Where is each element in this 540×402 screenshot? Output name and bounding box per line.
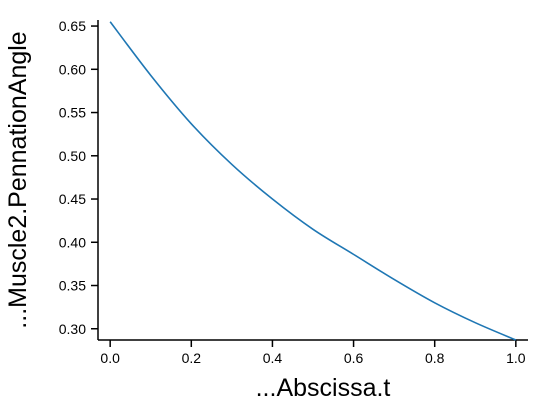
series [109, 21, 517, 341]
x-tick-label: 0.6 [344, 350, 364, 366]
y-tick-label: 0.55 [59, 105, 86, 121]
y-tick-label: 0.65 [59, 18, 86, 34]
x-tick-label: 1.0 [506, 350, 526, 366]
x-tick-label: 0.2 [182, 350, 202, 366]
x-tick-label: 0.0 [100, 350, 120, 366]
y-tick-label: 0.50 [59, 148, 86, 164]
x-axis-label: ...Abscissa.t [256, 374, 391, 402]
y-tick-label: 0.40 [59, 234, 86, 250]
axes [97, 20, 528, 341]
y-tick-label: 0.45 [59, 191, 86, 207]
y-tick-label: 0.60 [59, 61, 86, 77]
y-tick-label: 0.35 [59, 278, 86, 294]
y-ticks: 0.30 0.35 0.40 0.45 0.50 0.55 0.60 0.65 [59, 18, 98, 337]
y-tick-label: 0.30 [59, 321, 86, 337]
y-axis-label: ...Muscle2.PennationAngle [4, 31, 32, 328]
x-ticks: 0.0 0.2 0.4 0.6 0.8 1.0 [100, 340, 526, 366]
x-tick-label: 0.4 [263, 350, 283, 366]
series-line [109, 21, 517, 341]
x-tick-label: 0.8 [425, 350, 445, 366]
